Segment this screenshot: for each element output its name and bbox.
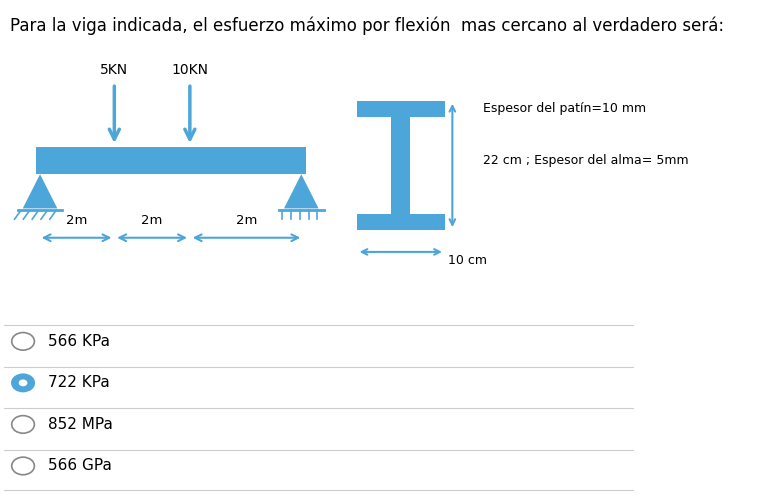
FancyBboxPatch shape (356, 214, 444, 230)
Text: Espesor del patín=10 mm: Espesor del patín=10 mm (483, 102, 646, 115)
Text: 2m: 2m (236, 214, 257, 227)
Text: 852 MPa: 852 MPa (48, 417, 113, 432)
Text: 722 KPa: 722 KPa (48, 375, 110, 390)
FancyBboxPatch shape (392, 117, 410, 214)
Text: 10 cm: 10 cm (448, 254, 487, 267)
Text: 10KN: 10KN (171, 64, 208, 78)
Text: 566 KPa: 566 KPa (48, 334, 110, 349)
Text: 566 GPa: 566 GPa (48, 458, 112, 474)
Text: 22 cm ; Espesor del alma= 5mm: 22 cm ; Espesor del alma= 5mm (483, 154, 688, 167)
Polygon shape (23, 174, 57, 208)
Polygon shape (284, 174, 318, 208)
FancyBboxPatch shape (356, 101, 444, 117)
Text: 2m: 2m (142, 214, 163, 227)
Text: 2m: 2m (66, 214, 87, 227)
FancyBboxPatch shape (36, 147, 306, 174)
Text: Para la viga indicada, el esfuerzo máximo por flexión  mas cercano al verdadero : Para la viga indicada, el esfuerzo máxim… (11, 16, 724, 35)
Text: 5KN: 5KN (100, 64, 129, 78)
Circle shape (11, 374, 34, 392)
Circle shape (18, 380, 28, 386)
